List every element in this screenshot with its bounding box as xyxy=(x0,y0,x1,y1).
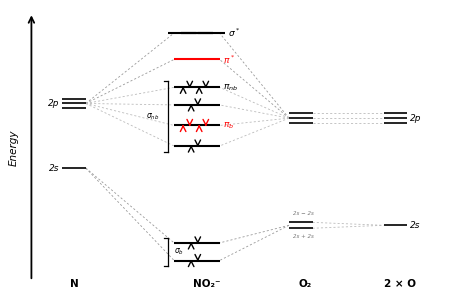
Text: $\sigma_{nb}$: $\sigma_{nb}$ xyxy=(146,112,159,122)
Text: $\pi^*$: $\pi^*$ xyxy=(223,53,236,65)
Text: 2s: 2s xyxy=(410,221,420,230)
Text: Energy: Energy xyxy=(9,129,19,166)
Text: 2p: 2p xyxy=(410,114,421,123)
Text: 2s: 2s xyxy=(49,163,59,173)
Text: O₂: O₂ xyxy=(299,279,312,289)
Text: 2s − 2s: 2s − 2s xyxy=(293,212,314,217)
Text: $\sigma_b$: $\sigma_b$ xyxy=(174,247,184,257)
Text: 2 × O: 2 × O xyxy=(384,279,416,289)
Text: $\pi_b$: $\pi_b$ xyxy=(223,120,235,131)
Text: N: N xyxy=(70,279,78,289)
Text: NO₂⁻: NO₂⁻ xyxy=(192,279,220,289)
Text: 2p: 2p xyxy=(48,99,59,108)
Text: 2s + 2s: 2s + 2s xyxy=(293,234,314,239)
Text: $\pi_{nb}$: $\pi_{nb}$ xyxy=(223,82,238,93)
Text: $\sigma^*$: $\sigma^*$ xyxy=(228,27,240,39)
